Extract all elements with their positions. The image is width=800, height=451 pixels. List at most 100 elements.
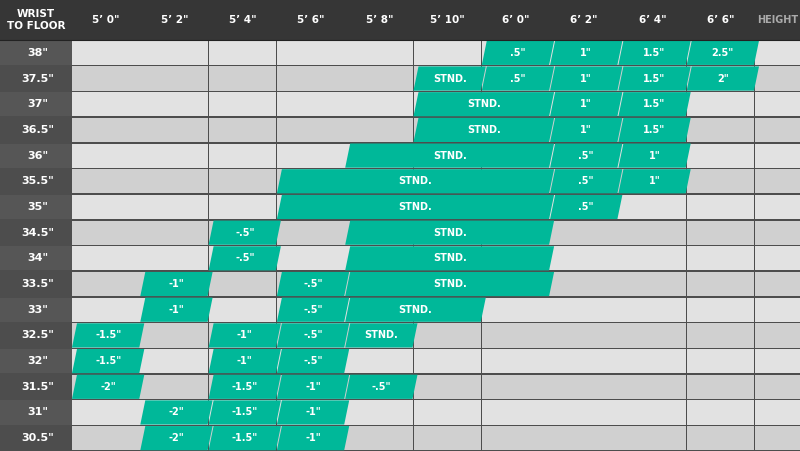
Bar <box>0 118 72 142</box>
Bar <box>686 221 754 245</box>
Text: -1": -1" <box>305 433 321 443</box>
Bar <box>414 246 482 271</box>
Polygon shape <box>550 118 622 142</box>
Bar <box>414 143 482 168</box>
Bar <box>140 195 208 219</box>
Bar <box>755 118 800 142</box>
Bar <box>277 298 345 322</box>
Bar <box>0 195 72 219</box>
Text: 1": 1" <box>649 176 661 186</box>
Bar <box>755 323 800 348</box>
Bar <box>755 246 800 271</box>
Text: -.5": -.5" <box>235 253 254 263</box>
Bar <box>346 143 413 168</box>
Bar <box>209 66 277 91</box>
Polygon shape <box>277 195 554 219</box>
Text: 34": 34" <box>27 253 48 263</box>
Bar <box>140 66 208 91</box>
Bar <box>0 349 72 373</box>
Polygon shape <box>346 143 554 168</box>
Text: -.5": -.5" <box>303 356 322 366</box>
Bar <box>209 92 277 116</box>
Bar <box>550 143 618 168</box>
Text: STND.: STND. <box>433 279 466 289</box>
Bar <box>482 143 550 168</box>
Text: -1.5": -1.5" <box>232 407 258 418</box>
Text: STND.: STND. <box>398 305 432 315</box>
Bar <box>0 92 72 116</box>
Bar <box>72 221 140 245</box>
Text: .5": .5" <box>510 48 526 58</box>
Text: -.5": -.5" <box>303 305 322 315</box>
Bar <box>209 41 277 65</box>
Polygon shape <box>209 246 281 271</box>
Bar <box>550 246 618 271</box>
Polygon shape <box>209 323 281 348</box>
Text: 1": 1" <box>649 151 661 161</box>
Bar <box>414 323 482 348</box>
Text: 1.5": 1.5" <box>643 48 666 58</box>
Bar <box>346 400 413 424</box>
Bar <box>346 272 413 296</box>
Bar <box>72 349 140 373</box>
Text: 35": 35" <box>27 202 48 212</box>
Bar <box>346 118 413 142</box>
Polygon shape <box>414 118 554 142</box>
Text: 1": 1" <box>580 125 592 135</box>
Bar <box>482 323 550 348</box>
Text: 33": 33" <box>27 305 48 315</box>
Bar <box>550 375 618 399</box>
Bar <box>72 400 140 424</box>
Bar <box>618 298 686 322</box>
Bar <box>618 195 686 219</box>
Bar <box>140 426 208 450</box>
Bar <box>550 41 618 65</box>
Bar <box>755 298 800 322</box>
Bar <box>686 143 754 168</box>
Bar <box>72 426 140 450</box>
Bar <box>686 298 754 322</box>
Bar <box>618 221 686 245</box>
Bar <box>414 400 482 424</box>
Bar <box>140 400 208 424</box>
Bar <box>755 400 800 424</box>
Bar <box>209 246 277 271</box>
Bar <box>0 298 72 322</box>
Bar <box>346 169 413 193</box>
Text: STND.: STND. <box>365 331 398 341</box>
Text: .5": .5" <box>578 176 594 186</box>
Bar <box>755 272 800 296</box>
Bar <box>482 349 550 373</box>
Bar <box>618 272 686 296</box>
Bar <box>72 143 140 168</box>
Polygon shape <box>550 41 622 65</box>
Text: STND.: STND. <box>433 228 466 238</box>
Text: -1": -1" <box>237 331 253 341</box>
Text: STND.: STND. <box>467 99 501 109</box>
Bar <box>209 221 277 245</box>
Polygon shape <box>277 349 349 373</box>
Text: 35.5": 35.5" <box>21 176 54 186</box>
Bar <box>0 426 72 450</box>
Bar <box>72 323 140 348</box>
Text: 5’ 8": 5’ 8" <box>366 15 393 25</box>
Polygon shape <box>209 221 281 245</box>
Bar <box>140 221 208 245</box>
Polygon shape <box>346 272 554 296</box>
Text: 36.5": 36.5" <box>21 125 54 135</box>
Bar <box>550 349 618 373</box>
Text: 33.5": 33.5" <box>21 279 54 289</box>
Text: 31": 31" <box>27 407 48 418</box>
Bar <box>0 375 72 399</box>
Bar <box>686 349 754 373</box>
Polygon shape <box>277 272 349 296</box>
Bar <box>346 298 413 322</box>
Bar <box>414 41 482 65</box>
Text: .5": .5" <box>578 202 594 212</box>
Text: -1": -1" <box>305 407 321 418</box>
Bar <box>209 195 277 219</box>
Polygon shape <box>414 66 486 91</box>
Bar <box>618 349 686 373</box>
Polygon shape <box>346 246 554 271</box>
Bar <box>346 92 413 116</box>
